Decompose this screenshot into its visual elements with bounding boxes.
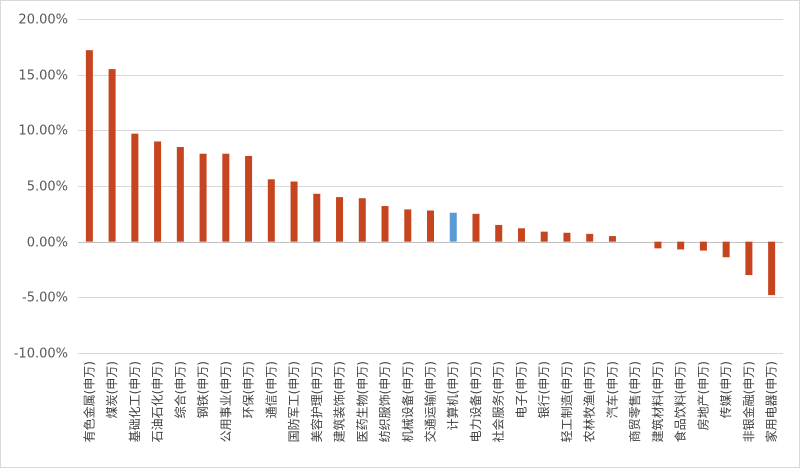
bar [472,213,480,242]
x-tick-label: 农林牧渔(申万) [583,361,597,442]
y-tick-label: 10.00% [18,124,68,139]
bar [176,147,184,242]
x-tick-label: 计算机(申万) [445,361,460,430]
bar [449,212,457,242]
x-tick-label: 纺织服饰(申万) [378,361,392,442]
bar [245,155,253,242]
bar [608,236,616,242]
x-tick-label: 建筑材料(申万) [650,361,665,442]
bar [722,241,730,258]
x-tick-label: 家用电器(申万) [764,361,779,442]
x-tick-label: 医药生物(申万) [355,361,369,442]
y-tick-label: 15.00% [18,69,68,84]
x-tick-label: 通信(申万) [264,361,278,418]
bar [85,50,93,242]
x-tick-label: 商贸零售(申万) [627,361,642,442]
x-tick-label: 环保(申万) [242,361,256,418]
x-tick-label: 电子(申万) [514,361,528,418]
bar [131,133,139,242]
x-tick-label: 基础化工(申万) [128,361,142,442]
bar [267,179,275,242]
bar [290,181,298,242]
y-tick-label: -10.00% [14,347,68,362]
bar [336,197,344,242]
x-tick-label: 汽车(申万) [604,361,619,418]
bar [677,241,685,250]
bar [222,153,230,242]
x-tick-label: 轻工制造(申万) [560,361,574,442]
bar [108,69,116,242]
y-tick-label: 0.00% [27,236,68,251]
bar [517,228,525,242]
x-tick-label: 机械设备(申万) [400,361,415,442]
gridlines [78,19,783,354]
x-tick-label: 非银金融(申万) [741,361,756,442]
bar [586,233,594,242]
bar [540,231,548,242]
bar [563,232,571,242]
bar [313,193,321,242]
y-axis-ticks: 20.00% 15.00% 10.00% 5.00% 0.00% -5.00% -10.00… [14,13,68,362]
x-tick-label: 有色金属(申万) [81,361,96,442]
x-tick-label: 社会服务(申万) [491,361,506,442]
x-tick-label: 国防军工(申万) [286,361,301,442]
bar [358,198,366,242]
y-tick-label: 20.00% [18,13,68,28]
x-tick-label: 食品饮料(申万) [673,361,688,442]
bar [404,209,412,242]
y-tick-label: 5.00% [27,180,68,195]
bar [768,241,776,296]
x-tick-label: 钢铁(申万) [196,361,210,418]
y-tick-label: -5.00% [22,291,68,306]
x-axis-ticks: 有色金属(申万) 煤炭(申万) 基础化工(申万) 石油石化(申万) 综合(申万) 钢铁(申… [81,361,778,442]
bar [495,224,503,242]
bar [699,241,707,251]
x-tick-label: 银行(申万) [537,361,551,418]
x-tick-label: 传媒(申万) [718,361,733,418]
x-tick-label: 建筑装饰(申万) [332,361,347,442]
bar [745,241,753,276]
x-tick-label: 美容护理(申万) [309,361,324,442]
x-tick-label: 公用事业(申万) [219,361,233,442]
x-tick-label: 石油石化(申万) [151,361,165,442]
bar [199,153,207,242]
x-tick-label: 煤炭(申万) [105,361,119,418]
bar [427,210,434,242]
bar [154,141,162,242]
x-tick-label: 电力设备(申万) [469,361,483,442]
x-tick-label: 房地产(申万) [695,361,710,430]
bar [381,206,389,242]
bar [654,241,662,249]
x-tick-label: 交通运输(申万) [423,361,438,442]
x-tick-label: 综合(申万) [172,361,187,418]
bars [85,50,776,296]
